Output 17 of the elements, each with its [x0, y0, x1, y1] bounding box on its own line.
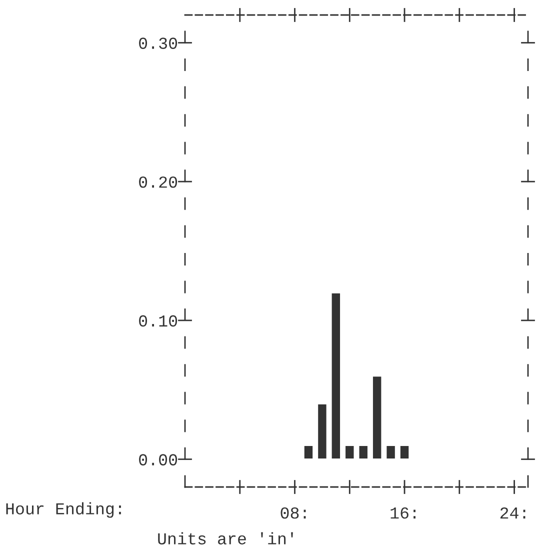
y-tick-label: 0.30: [139, 38, 178, 49]
bar: [372, 375, 383, 460]
bar: [316, 403, 328, 460]
bar: [330, 292, 342, 460]
x-tick-label: 24:: [500, 507, 526, 519]
y-tick-label: 0.20: [139, 176, 178, 188]
bar: [399, 444, 410, 460]
bar: [358, 444, 369, 460]
bar: [344, 444, 356, 460]
bar: [385, 444, 396, 460]
y-tick-label: 0.00: [139, 454, 178, 466]
x-tick-label: 08:: [280, 507, 306, 519]
bar: [302, 444, 314, 460]
text: Units are 'in': [158, 532, 293, 544]
y-tick-label: 0.10: [139, 315, 178, 327]
x-tick-label: 16:: [390, 507, 416, 519]
x-axis-title: Hour Ending:: [6, 502, 121, 518]
